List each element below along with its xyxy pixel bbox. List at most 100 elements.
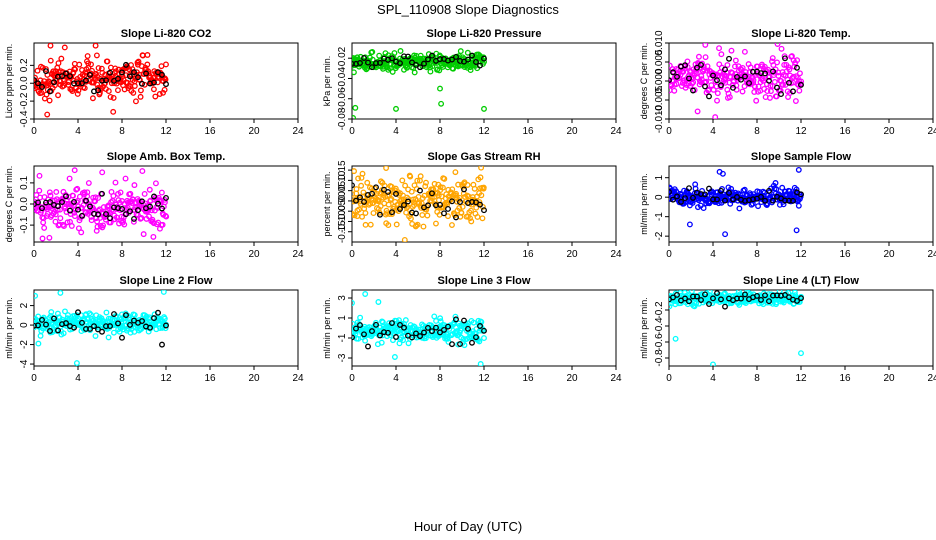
- y-tick-label: -0.4: [19, 110, 30, 128]
- data-point: [103, 309, 110, 316]
- reference-point: [71, 198, 77, 205]
- data-point: [130, 218, 137, 225]
- data-point: [356, 206, 362, 213]
- x-tick-label: 16: [204, 126, 216, 137]
- data-point: [669, 87, 673, 94]
- data-point: [140, 231, 147, 238]
- reference-point: [377, 59, 383, 66]
- reference-point: [55, 327, 61, 334]
- reference-point: [477, 62, 483, 69]
- data-point: [467, 67, 474, 74]
- x-tick-label: 20: [248, 373, 260, 384]
- reference-point: [674, 73, 680, 80]
- reference-point: [357, 322, 363, 329]
- data-point: [695, 53, 702, 60]
- reference-point: [686, 185, 692, 192]
- outlier-point: [92, 43, 99, 49]
- y-tick-label: -0.1: [19, 216, 30, 234]
- x-tick-label: 12: [160, 249, 172, 260]
- reference-point: [762, 197, 768, 204]
- data-point: [115, 66, 122, 73]
- data-point: [458, 210, 465, 216]
- outlier-point: [793, 227, 800, 234]
- x-tick-label: 24: [292, 126, 304, 137]
- reference-point: [798, 81, 804, 88]
- y-tick-label: -0.2: [654, 301, 665, 319]
- data-point: [474, 213, 481, 220]
- data-point: [93, 52, 100, 59]
- data-point: [105, 88, 112, 95]
- reference-point: [670, 69, 676, 76]
- data-point: [161, 86, 168, 93]
- data-point: [739, 64, 746, 71]
- x-tick-label: 24: [292, 249, 304, 260]
- outlier-point: [477, 361, 484, 366]
- reference-point: [87, 203, 93, 210]
- reference-point: [441, 210, 447, 217]
- x-tick-label: 12: [478, 249, 490, 260]
- data-point: [456, 205, 463, 211]
- x-tick-label: 0: [349, 373, 355, 384]
- data-point: [393, 221, 400, 228]
- data-point: [94, 218, 101, 225]
- x-tick-label: 24: [927, 373, 936, 384]
- data-point: [390, 337, 396, 344]
- data-point: [112, 65, 119, 72]
- data-point: [760, 77, 767, 84]
- reference-point: [139, 318, 145, 324]
- data-point: [162, 325, 169, 332]
- reference-point: [690, 87, 696, 94]
- reference-point: [87, 71, 93, 78]
- data-point: [477, 174, 484, 181]
- data-point: [718, 51, 725, 58]
- reference-point: [706, 301, 712, 307]
- reference-point: [389, 209, 395, 216]
- outlier-point: [352, 300, 355, 306]
- reference-point: [155, 200, 161, 207]
- outlier-point: [34, 292, 39, 299]
- data-point: [74, 185, 81, 192]
- data-point: [135, 58, 142, 65]
- data-point: [82, 69, 89, 76]
- reference-point: [722, 303, 728, 310]
- reference-point: [477, 201, 483, 208]
- y-tick-label: 1: [654, 174, 665, 180]
- data-point: [46, 97, 53, 104]
- y-tick-label: 0.05: [337, 180, 348, 200]
- reference-point: [473, 334, 479, 341]
- x-tick-label: 8: [437, 249, 443, 260]
- reference-point: [730, 84, 736, 91]
- data-point: [464, 49, 471, 56]
- reference-point: [389, 320, 395, 326]
- data-point: [144, 61, 151, 68]
- y-tick-label: -0.02: [337, 46, 348, 69]
- data-point: [751, 89, 758, 95]
- reference-point: [393, 190, 399, 197]
- reference-point: [147, 324, 153, 331]
- x-tick-label: 12: [160, 126, 172, 137]
- data-point: [747, 64, 754, 71]
- points-line4: [669, 290, 805, 366]
- data-point: [752, 83, 758, 90]
- x-tick-label: 12: [478, 126, 490, 137]
- data-point: [156, 91, 163, 97]
- reference-point: [405, 198, 411, 205]
- panel-co2: Slope Li-820 CO2 0 4 8 12 16 20 24 -0.4-0.2 0.0 0.…: [4, 28, 304, 137]
- reference-point: [99, 328, 105, 335]
- data-point: [139, 168, 146, 175]
- data-point: [352, 69, 357, 76]
- data-point: [81, 85, 88, 92]
- outlier-point: [383, 166, 390, 172]
- data-point: [710, 86, 717, 93]
- reference-point: [51, 79, 57, 86]
- outlier-point: [798, 350, 804, 357]
- reference-point: [461, 317, 467, 324]
- x-tick-label: 16: [522, 373, 534, 384]
- panel-title-box_temp: Slope Amb. Box Temp.: [107, 151, 226, 163]
- reference-point: [774, 84, 780, 91]
- outlier-point: [437, 85, 443, 92]
- y-axis-label-line3: ml/min per min.: [322, 297, 332, 359]
- y-tick-label: 2: [19, 302, 30, 308]
- data-point: [107, 93, 114, 100]
- data-point: [94, 81, 101, 88]
